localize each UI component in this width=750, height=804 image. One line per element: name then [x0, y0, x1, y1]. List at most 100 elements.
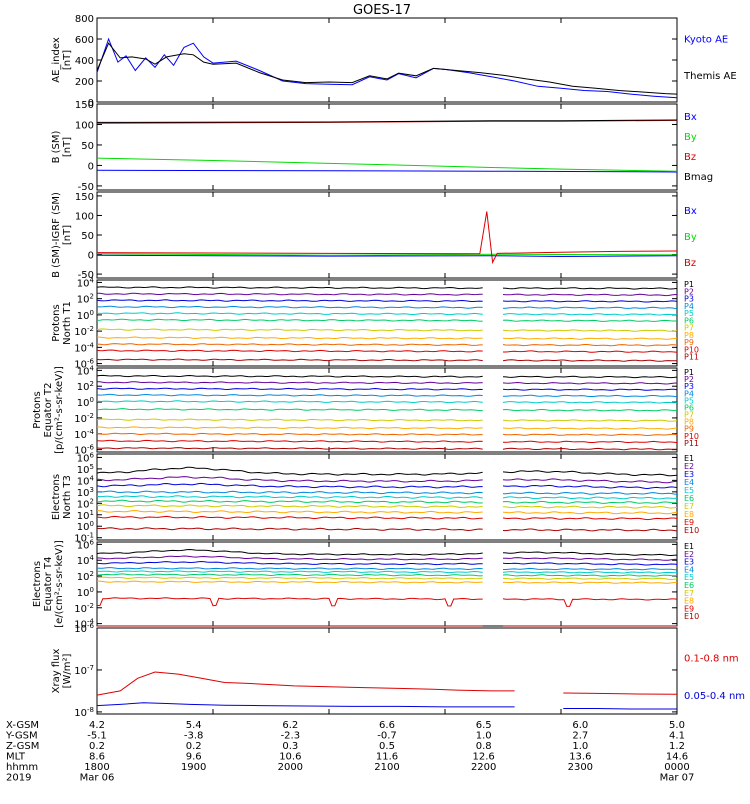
y-axis-label: [nT]: [62, 50, 73, 70]
legend-label: P5: [684, 396, 694, 405]
series-en-E1: [96, 466, 678, 477]
series-en-E10: [96, 527, 678, 532]
orbit-value: 6.0: [572, 720, 588, 731]
legend-label: E8: [684, 510, 694, 519]
legend-label: 0.1-0.8 nm: [684, 653, 739, 664]
y-tick-label: 400: [75, 56, 94, 67]
legend-label: P11: [684, 439, 699, 448]
y-axis-label: Electrons: [51, 474, 62, 520]
panel-b: -50 0 50 100 150 B (SM) [nT] Bx By Bz Bmag: [51, 100, 713, 193]
y-tick-label: 102: [77, 293, 94, 306]
legend-label: E5: [684, 573, 694, 582]
series-en-E5: [96, 495, 678, 500]
orbit-value: 0.2: [89, 741, 105, 752]
legend-label: E2: [684, 550, 694, 559]
legend-label: Bx: [684, 206, 697, 217]
legend-label: P2: [684, 287, 694, 296]
orbit-value: 6.2: [282, 720, 298, 731]
series-en-E8: [97, 509, 678, 515]
legend-label: Bmag: [684, 172, 713, 183]
y-tick-label: 0: [88, 98, 94, 109]
series-bigrf-Bz: [96, 211, 678, 265]
y-tick-label: 10-4: [74, 341, 94, 354]
orbit-value: 0000: [664, 762, 689, 773]
y-tick-label: 50: [81, 231, 94, 242]
series-ee-E7: [96, 576, 678, 580]
series-pn-P9: [96, 343, 678, 347]
y-tick-label: 104: [77, 364, 95, 377]
panel-frame: [96, 627, 678, 715]
series-pn-P3: [96, 299, 678, 303]
legend-label: Themis AE: [683, 71, 737, 82]
orbit-value: 5.0: [669, 720, 685, 731]
y-tick-label: 200: [75, 77, 94, 88]
legend-label: E9: [684, 604, 694, 613]
series-pn-P5: [96, 312, 678, 316]
y-axis-label: [nT]: [62, 225, 73, 245]
orbit-value: 0.3: [282, 741, 298, 752]
orbit-value: 0.5: [379, 741, 395, 752]
legend-label: E6: [684, 494, 694, 503]
orbit-row-label: Y-GSM: [5, 731, 38, 742]
series-xray-0-05-0-4-nm: [96, 702, 677, 710]
series-pn-P2: [96, 292, 678, 297]
legend-label: E7: [684, 502, 694, 511]
orbit-row-label: MLT: [6, 752, 26, 763]
series-ee-E4: [96, 567, 678, 571]
series-pe-P4: [96, 393, 678, 398]
legend-label: By: [684, 232, 697, 243]
y-tick-label: 104: [77, 276, 95, 289]
plot-title: GOES-17: [353, 3, 411, 18]
orbit-value: 1.0: [572, 741, 588, 752]
orbit-value: 2000: [278, 762, 303, 773]
series-pn-P8: [97, 336, 678, 340]
y-tick-label: 0: [88, 161, 94, 172]
legend-label: P3: [684, 295, 694, 304]
orbit-value: Mar 06: [80, 773, 115, 784]
series-ee-E6: [96, 573, 678, 577]
orbit-row-label: X-GSM: [6, 720, 39, 731]
legend-label: E3: [684, 470, 694, 479]
y-tick-label: 800: [75, 14, 94, 25]
orbit-value: 4.1: [669, 731, 685, 742]
orbit-value: 2200: [471, 762, 496, 773]
series-pn-P1: [96, 286, 678, 290]
legend-label: P7: [684, 324, 694, 333]
series-pn-P11: [96, 358, 677, 362]
y-axis-label: Equator T4: [43, 557, 54, 612]
orbit-value: 12.6: [473, 752, 495, 763]
y-tick-label: 102: [77, 570, 94, 583]
orbit-value: 14.6: [666, 752, 688, 763]
orbit-value: -3.8: [184, 731, 204, 742]
y-axis-label: B (SM): [51, 130, 62, 163]
legend-label: E10: [684, 526, 699, 535]
legend-label: P5: [684, 309, 694, 318]
legend-label: P6: [684, 316, 694, 325]
y-tick-label: 10-2: [74, 602, 94, 615]
series-ae-Kyoto-AE: [96, 37, 678, 99]
series-ee-E1: [96, 548, 678, 557]
legend-label: P1: [684, 280, 694, 289]
y-axis-label: [e/(cm²-s-sr-keV)]: [54, 540, 65, 628]
series-ee-E8: [97, 580, 678, 584]
orbit-value: -2.3: [281, 731, 301, 742]
series-pe-P5: [96, 400, 678, 404]
legend-label: P1: [684, 368, 694, 377]
y-axis-label: Protons: [32, 391, 43, 428]
y-tick-label: 100: [77, 309, 94, 322]
series-ee-E3: [96, 560, 678, 566]
y-axis-label: Equator T2: [43, 383, 54, 438]
series-ee-E9: [96, 597, 678, 607]
legend-label: Bz: [684, 258, 696, 269]
y-tick-label: 0: [88, 251, 94, 262]
series-pn-P7: [96, 328, 678, 332]
series-bigrf-By: [96, 253, 678, 256]
orbit-value: -5.1: [87, 731, 107, 742]
y-tick-label: -50: [78, 270, 94, 281]
orbit-value: 0.2: [186, 741, 202, 752]
panel-frame: [96, 367, 678, 453]
legend-label: E4: [684, 478, 694, 487]
legend-label: P6: [684, 403, 694, 412]
series-bigrf-Bx: [96, 254, 678, 258]
